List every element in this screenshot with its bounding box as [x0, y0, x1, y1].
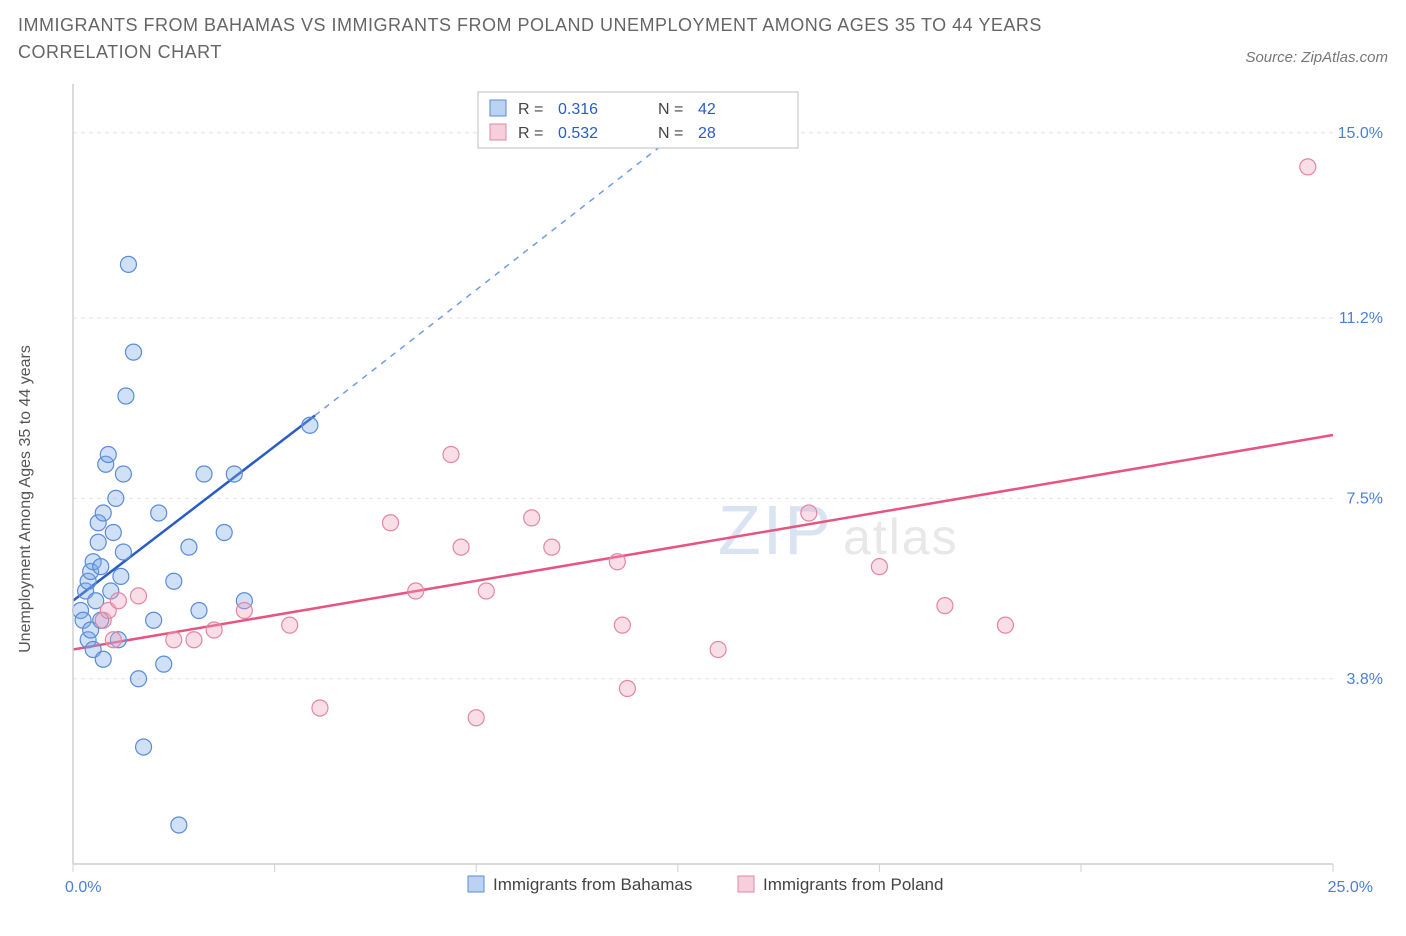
data-point [95, 651, 111, 667]
legend-r-label: R = [518, 125, 543, 142]
data-point [408, 583, 424, 599]
data-point [136, 739, 152, 755]
legend-n-label: N = [658, 125, 683, 142]
data-point [171, 817, 187, 833]
data-point [131, 671, 147, 687]
data-point [619, 681, 635, 697]
data-point [151, 505, 167, 521]
data-point [125, 344, 141, 360]
data-point [383, 515, 399, 531]
data-point [113, 568, 129, 584]
data-point [186, 632, 202, 648]
data-point [1300, 159, 1316, 175]
y-axis-label: Unemployment Among Ages 35 to 44 years [17, 345, 35, 653]
y-tick-label: 3.8% [1347, 671, 1383, 688]
data-point [443, 447, 459, 463]
data-point [614, 617, 630, 633]
legend-swatch-pink [490, 124, 506, 140]
legend-swatch-blue [490, 100, 506, 116]
data-point [131, 588, 147, 604]
source-label: Source: ZipAtlas.com [1245, 49, 1388, 66]
x-tick-label: 0.0% [65, 879, 101, 896]
data-point [871, 559, 887, 575]
legend-n-value: 28 [698, 125, 716, 142]
data-point [282, 617, 298, 633]
data-point [95, 505, 111, 521]
legend-label-poland: Immigrants from Poland [763, 875, 943, 894]
data-point [544, 539, 560, 555]
data-point [453, 539, 469, 555]
data-point [937, 598, 953, 614]
data-point [524, 510, 540, 526]
scatter-chart: 3.8%7.5%11.2%15.0%ZIPatlas0.0%25.0%R =0.… [18, 74, 1388, 924]
data-point [115, 466, 131, 482]
data-point [100, 447, 116, 463]
legend-swatch-blue [468, 876, 484, 892]
data-point [108, 490, 124, 506]
data-point [226, 466, 242, 482]
data-point [90, 534, 106, 550]
data-point [609, 554, 625, 570]
legend-r-value: 0.532 [558, 125, 598, 142]
data-point [312, 700, 328, 716]
data-point [801, 505, 817, 521]
data-point [997, 617, 1013, 633]
data-point [115, 544, 131, 560]
page-title: IMMIGRANTS FROM BAHAMAS VS IMMIGRANTS FR… [18, 12, 1138, 66]
legend-swatch-pink [738, 876, 754, 892]
legend-r-label: R = [518, 101, 543, 118]
data-point [146, 612, 162, 628]
data-point [206, 622, 222, 638]
data-point [156, 656, 172, 672]
legend-label-bahamas: Immigrants from Bahamas [493, 875, 692, 894]
legend-n-label: N = [658, 101, 683, 118]
legend-r-value: 0.316 [558, 101, 598, 118]
data-point [120, 256, 136, 272]
data-point [196, 466, 212, 482]
data-point [302, 417, 318, 433]
x-tick-label: 25.0% [1328, 879, 1373, 896]
data-point [118, 388, 134, 404]
trendline-poland [73, 435, 1333, 650]
data-point [710, 642, 726, 658]
y-tick-label: 11.2% [1339, 310, 1383, 327]
y-tick-label: 7.5% [1347, 490, 1383, 507]
y-tick-label: 15.0% [1338, 125, 1383, 142]
data-point [93, 559, 109, 575]
data-point [166, 632, 182, 648]
trendline-bahamas-dash [315, 133, 678, 416]
data-point [166, 573, 182, 589]
data-point [216, 525, 232, 541]
data-point [105, 632, 121, 648]
chart-container: Unemployment Among Ages 35 to 44 years 3… [18, 74, 1388, 924]
data-point [468, 710, 484, 726]
data-point [105, 525, 121, 541]
data-point [478, 583, 494, 599]
data-point [236, 603, 252, 619]
data-point [181, 539, 197, 555]
watermark: atlas [843, 509, 959, 565]
data-point [110, 593, 126, 609]
data-point [191, 603, 207, 619]
legend-n-value: 42 [698, 101, 716, 118]
